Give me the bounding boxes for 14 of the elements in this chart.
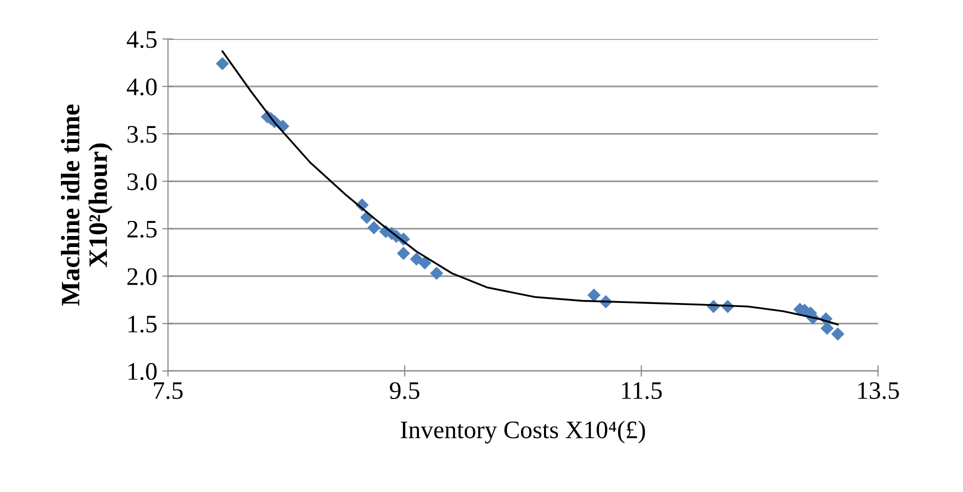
- x-tick-label: 11.5: [622, 382, 662, 400]
- y-tick-label: 3.5: [128, 126, 157, 143]
- x-axis-title: Inventory Costs X10⁴(£): [400, 420, 645, 444]
- y-tick-label: 2.5: [127, 220, 157, 238]
- y-tick-label: 1.0: [128, 363, 157, 380]
- y-tick-label: 2.0: [127, 268, 157, 286]
- y-axis-title: Machine idle time X10²(hour): [60, 104, 112, 306]
- x-tick-label: 7.5: [154, 382, 183, 400]
- y-tick-label: 3.0: [128, 173, 157, 190]
- x-tick-label: 13.5: [858, 382, 899, 400]
- x-tick-label: 9.5: [390, 382, 420, 400]
- y-tick-label: 1.5: [128, 316, 157, 333]
- y-tick-label: 4.5: [126, 31, 157, 48]
- y-tick-label: 4.0: [126, 78, 157, 96]
